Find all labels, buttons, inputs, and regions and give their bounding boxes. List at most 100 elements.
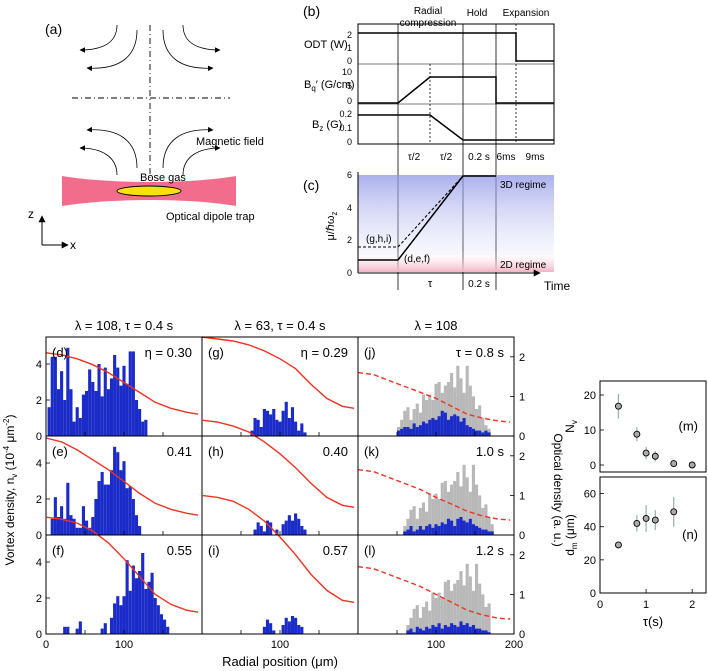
gray-bar (443, 581, 447, 634)
scatter-y-tick-label: 0 (590, 588, 596, 600)
panel-label-e: (e) (52, 444, 68, 459)
vortex-bar (284, 617, 288, 634)
density-profile-l (357, 566, 511, 620)
vortex-bar (465, 425, 469, 436)
odt-tick-2: 2 (347, 30, 352, 40)
panel-c: (c) 6 4 2 0 μ/ℏωz 3D regime 2D regime (g… (303, 170, 571, 293)
vortex-bar (428, 524, 432, 535)
vortex-bar (109, 378, 114, 436)
vortex-bar (100, 396, 104, 436)
bz-trace (358, 114, 554, 141)
gray-bar (415, 605, 419, 634)
histogram-panels: (d) η = 0.30 0 2 4 (e) 0.41 0 2 4 (f) 0.55 0 2 4 (g) η =… (36, 336, 525, 641)
vortex-bar (281, 524, 285, 535)
vortex-bar (415, 529, 419, 535)
vortex-bar (81, 394, 85, 436)
vortex-bar (446, 626, 451, 634)
vortex-bar (475, 526, 479, 535)
vortex-bar (75, 407, 79, 436)
data-point (642, 514, 650, 522)
curve-def-label: (d,e,f) (404, 254, 430, 265)
timing-frame (357, 23, 555, 145)
vortex-bar (412, 423, 416, 436)
gray-bar (456, 580, 460, 634)
gray-bar (437, 592, 441, 634)
vortex-bar (440, 628, 444, 634)
histogram-panel-j: (j) τ = 0.8 s 0 1 2 (357, 336, 525, 443)
vortex-bar (75, 628, 79, 634)
vortex-bar (259, 427, 263, 436)
histogram-panel-f: (f) 0.55 0 2 4 (36, 516, 203, 641)
panel-annotation-h: 0.40 (323, 444, 348, 459)
vortex-bar (125, 560, 129, 634)
vortex-bar (100, 472, 104, 535)
vortex-bar (91, 517, 95, 535)
vortex-bar (478, 628, 482, 634)
vortex-bar (100, 628, 104, 634)
vortex-bar (275, 529, 279, 535)
vortex-bar (85, 391, 89, 436)
gray-bar (453, 583, 457, 634)
histogram-panel-g: (g) η = 0.29 (201, 336, 359, 437)
vortex-bar (269, 623, 273, 634)
vortex-bar (397, 430, 401, 436)
gray-bar (415, 403, 419, 436)
vortex-bar (60, 506, 64, 535)
vortex-bar (269, 414, 273, 436)
gray-bar (418, 617, 422, 634)
gray-bar (468, 385, 472, 436)
vortex-bar (443, 524, 447, 535)
histogram-panel-l: (l) 1.2 s 0 1 2 (357, 534, 525, 641)
stage-hold: Hold (467, 8, 488, 19)
panel-annotation-f: 0.55 (167, 543, 192, 558)
vortex-bar (131, 565, 135, 634)
gray-bar (434, 493, 438, 535)
vortex-bar (406, 427, 410, 436)
tau-dependence-panels: τ(s) 20 10 0 (m) Nv 60 40 20 0 (n) dm (μm) 0 1 2 (563, 380, 707, 629)
field-line-tl2 (79, 24, 118, 53)
vortex-bar (450, 623, 454, 634)
vortex-bar (297, 430, 301, 436)
bq-tick-5: 5 (347, 81, 352, 91)
vortex-bar (290, 616, 295, 634)
vortex-bar (484, 529, 488, 535)
vortex-bar (163, 619, 167, 634)
xtick-100b: 100 (271, 639, 289, 651)
gray-bar (440, 482, 444, 535)
gray-bar (484, 607, 488, 634)
scatter-frame-n (599, 476, 707, 594)
vortex-bar (256, 419, 260, 436)
gray-bar (409, 419, 413, 436)
panel-label-i: (i) (208, 543, 220, 558)
gray-bar (478, 405, 482, 436)
vortex-bar (287, 621, 291, 634)
density-profile-g (201, 336, 355, 409)
vortex-bar (119, 385, 123, 436)
vortex-bar (78, 527, 82, 535)
vortex-bar (300, 423, 304, 436)
col-title-2: λ = 63, τ = 0.4 s (234, 318, 326, 333)
vortex-bar (275, 419, 279, 436)
panel-label-g: (g) (208, 345, 224, 360)
vortex-bar (453, 414, 457, 436)
vortex-bar (116, 452, 120, 535)
vortex-bar (418, 628, 422, 634)
vortex-bar (147, 581, 151, 634)
vortex-bar (138, 526, 142, 535)
vortex-bar (262, 626, 266, 634)
vortex-bar (446, 518, 451, 535)
vortex-bar (53, 356, 57, 436)
scatter-ylabel-m: Nv (563, 420, 579, 433)
field-line-bl (86, 126, 138, 169)
data-point (688, 461, 696, 469)
vortex-bar (409, 526, 413, 535)
vortex-bar (109, 470, 114, 535)
gray-bar (487, 603, 491, 634)
vortex-bar (415, 626, 419, 634)
bz-tick-0: 0 (347, 137, 352, 147)
vortex-bar (113, 355, 117, 436)
col-title-1: λ = 108, τ = 0.4 s (75, 318, 174, 333)
histogram-panel-k: (k) 1.0 s 0 1 2 (357, 435, 525, 542)
bz-label: Bz (G) (312, 119, 342, 133)
scatter-y-tick-label: 60 (584, 489, 596, 501)
